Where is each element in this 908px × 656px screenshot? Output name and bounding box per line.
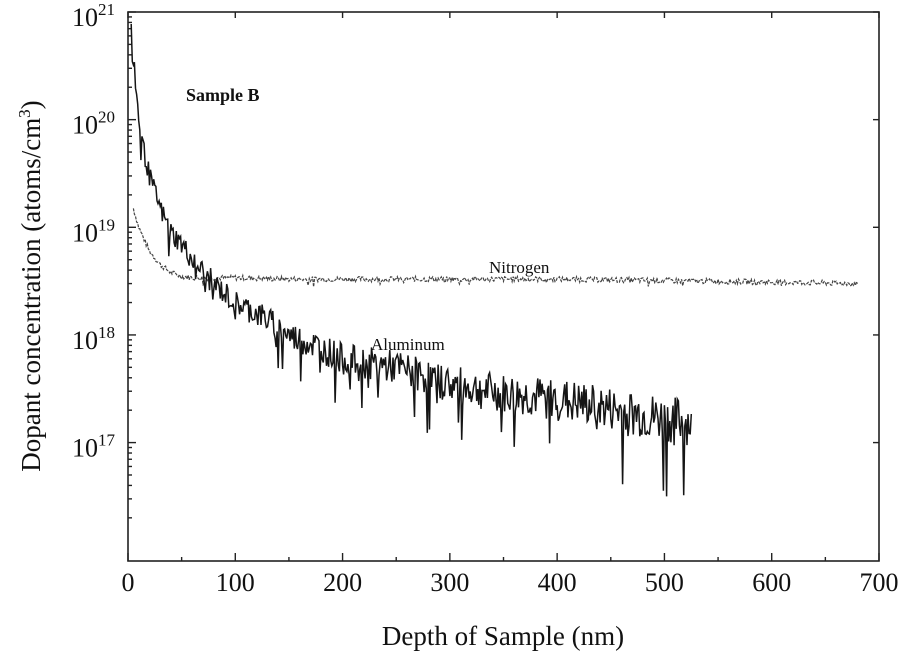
y-axis-title-unit-exponent: 3 [15,109,34,118]
y-axis-title-main: Dopant concentration (atoms/cm [16,118,46,472]
x-tick-label: 500 [645,568,684,597]
nitrogen-series-line [132,208,859,288]
sample-label: Sample B [186,85,260,105]
aluminum-series-line [130,23,693,497]
y-tick-label: 1020 [72,108,115,140]
x-tick-label: 600 [752,568,791,597]
x-tick-label: 300 [430,568,469,597]
series-layer [130,23,859,497]
x-tick-label: 700 [860,568,899,597]
y-tick-label: 1018 [72,323,115,355]
x-tick-label: 200 [323,568,362,597]
y-tick-label: 1019 [72,215,115,247]
x-tick-label: 400 [538,568,577,597]
x-axis-title: Depth of Sample (nm) [382,621,624,651]
y-tick-label: 1021 [72,0,115,32]
y-tick-label: 1017 [72,431,116,463]
x-tick-label: 0 [122,568,135,597]
y-axis-title: Dopant concentration (atoms/cm3) [15,100,46,471]
aluminum-label: Aluminum [371,335,445,354]
x-tick-label: 100 [216,568,255,597]
y-axis-title-close: ) [16,100,46,109]
nitrogen-label: Nitrogen [489,258,550,277]
x-axis-ticks: 0 100 200 300 400 500 600 700 [122,12,899,597]
y-axis-ticks: 1017 1018 1019 1020 1021 [72,0,879,519]
